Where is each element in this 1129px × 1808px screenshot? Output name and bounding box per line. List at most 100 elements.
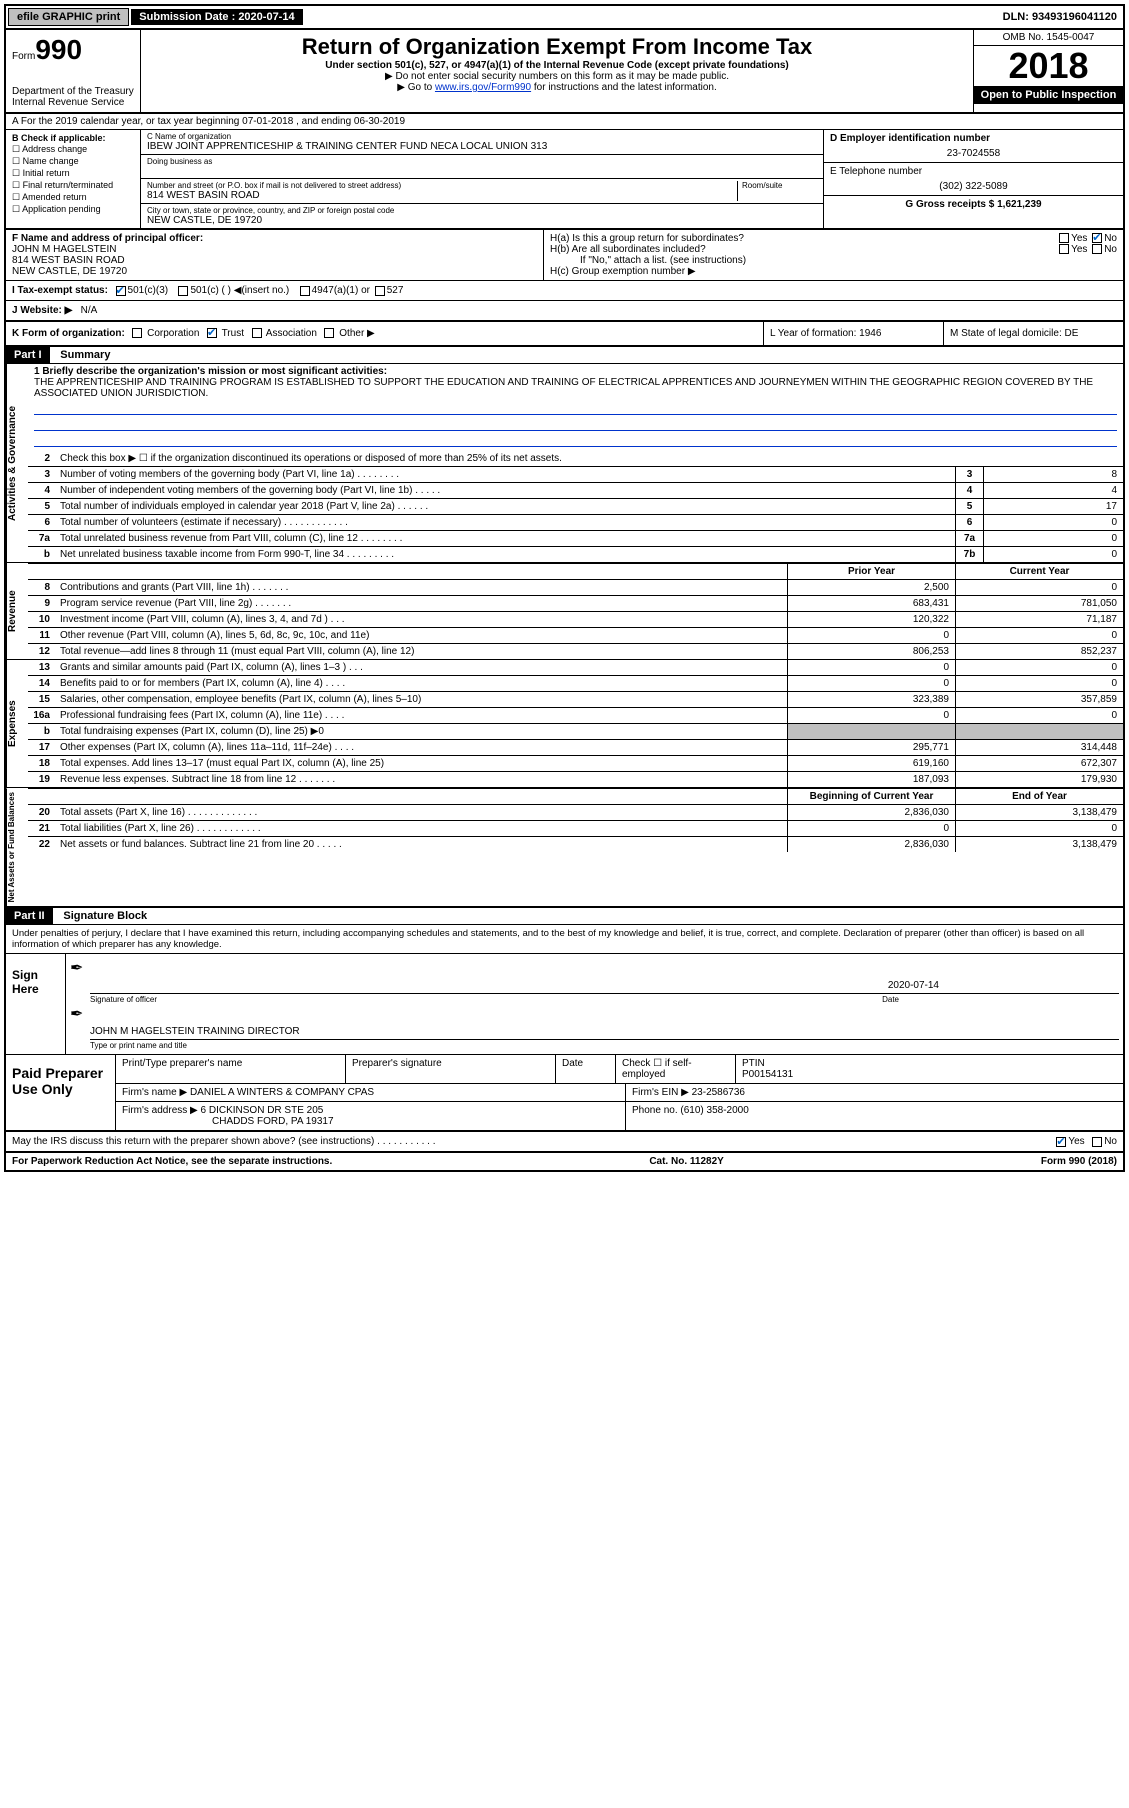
line-21: 21Total liabilities (Part X, line 26) . … — [28, 821, 1123, 837]
summary-expenses: Expenses 13Grants and similar amounts pa… — [6, 659, 1123, 787]
line-10: 10Investment income (Part VIII, column (… — [28, 612, 1123, 628]
chk-501c3[interactable] — [116, 286, 126, 296]
firm-addr1: 6 DICKINSON DR STE 205 — [201, 1105, 324, 1116]
header-mid: Return of Organization Exempt From Incom… — [141, 30, 973, 112]
form-note2: ▶ Go to www.irs.gov/Form990 for instruct… — [151, 82, 963, 93]
tax-year: 2018 — [974, 46, 1123, 86]
firm-addr2: CHADDS FORD, PA 19317 — [212, 1116, 334, 1127]
sig-line-2: JOHN M HAGELSTEIN TRAINING DIRECTOR — [90, 1026, 1119, 1040]
chk-4947[interactable] — [300, 286, 310, 296]
line-8: 8Contributions and grants (Part VIII, li… — [28, 580, 1123, 596]
part1-label: Part I — [6, 347, 50, 363]
firm-ein: 23-2586736 — [692, 1087, 745, 1098]
underline — [34, 433, 1117, 447]
tax-year-line: A For the 2019 calendar year, or tax yea… — [6, 114, 1123, 130]
sign-here-row: Sign Here ✒ 2020-07-14 Signature of offi… — [6, 954, 1123, 1055]
chk-trust[interactable] — [207, 328, 217, 338]
chk-address-change[interactable]: ☐ Address change — [12, 144, 134, 155]
paid-preparer-label: Paid Preparer Use Only — [6, 1055, 116, 1130]
website-value: N/A — [81, 305, 98, 316]
ptin-label: PTIN — [742, 1058, 765, 1069]
firm-name: DANIEL A WINTERS & COMPANY CPAS — [190, 1087, 374, 1098]
form990-link[interactable]: www.irs.gov/Form990 — [435, 82, 531, 93]
form-subtitle: Under section 501(c), 527, or 4947(a)(1)… — [151, 60, 963, 71]
line-17: 17Other expenses (Part IX, column (A), l… — [28, 740, 1123, 756]
hdr-boy: Beginning of Current Year — [787, 789, 955, 804]
ha-yes[interactable] — [1059, 233, 1069, 243]
sig-date: 2020-07-14 — [888, 980, 939, 993]
underline — [34, 417, 1117, 431]
chk-501c[interactable] — [178, 286, 188, 296]
website-row: J Website: ▶ N/A — [6, 301, 1123, 322]
part1-header: Part I Summary — [6, 347, 1123, 364]
part2-title: Signature Block — [55, 908, 155, 924]
line-22: 22Net assets or fund balances. Subtract … — [28, 837, 1123, 852]
cat-no: Cat. No. 11282Y — [649, 1156, 723, 1167]
chk-assoc[interactable] — [252, 328, 262, 338]
omb-number: OMB No. 1545-0047 — [974, 30, 1123, 46]
header-right: OMB No. 1545-0047 2018 Open to Public In… — [973, 30, 1123, 112]
chk-amended-return[interactable]: ☐ Amended return — [12, 192, 134, 203]
phone-label: E Telephone number — [830, 166, 922, 177]
i-label: I Tax-exempt status: — [12, 285, 108, 296]
sig-date-label: Date — [882, 995, 899, 1004]
part2-label: Part II — [6, 908, 53, 924]
header-left: Form990 Department of the Treasury Inter… — [6, 30, 141, 112]
form-note1: ▶ Do not enter social security numbers o… — [151, 71, 963, 82]
officer-name: JOHN M HAGELSTEIN — [12, 244, 116, 255]
prep-selfemp: Check ☐ if self-employed — [616, 1055, 736, 1083]
sig-name: JOHN M HAGELSTEIN TRAINING DIRECTOR — [90, 1026, 300, 1039]
mission-q: 1 Briefly describe the organization's mi… — [34, 366, 387, 377]
dba-label: Doing business as — [147, 157, 817, 166]
prep-sig-hdr: Preparer's signature — [346, 1055, 556, 1083]
website-label: J Website: ▶ — [12, 305, 72, 316]
chk-name-change[interactable]: ☐ Name change — [12, 156, 134, 167]
hdr-eoy: End of Year — [955, 789, 1123, 804]
room-label: Room/suite — [742, 181, 817, 190]
underline — [34, 401, 1117, 415]
hc-label: H(c) Group exemption number ▶ — [550, 266, 1117, 277]
org-name: IBEW JOINT APPRENTICESHIP & TRAINING CEN… — [147, 141, 817, 152]
box-b-label: B Check if applicable: — [12, 133, 106, 143]
kform-row: K Form of organization: Corporation Trus… — [6, 322, 1123, 347]
line-11: 11Other revenue (Part VIII, column (A), … — [28, 628, 1123, 644]
hb-no[interactable] — [1092, 244, 1102, 254]
phone-value: (302) 322-5089 — [830, 181, 1117, 192]
net-col-hdr: Beginning of Current Year End of Year — [28, 788, 1123, 805]
chk-other[interactable] — [324, 328, 334, 338]
vtab-revenue: Revenue — [6, 563, 28, 659]
chk-corp[interactable] — [132, 328, 142, 338]
org-address: 814 WEST BASIN ROAD — [147, 190, 737, 201]
sign-here-label: Sign Here — [6, 954, 66, 1054]
chk-final-return[interactable]: ☐ Final return/terminated — [12, 180, 134, 191]
submission-date: Submission Date : 2020-07-14 — [131, 9, 302, 25]
mission-text: THE APPRENTICESHIP AND TRAINING PROGRAM … — [34, 377, 1093, 399]
form-ref: Form 990 (2018) — [1041, 1156, 1117, 1167]
vtab-expenses: Expenses — [6, 660, 28, 787]
box-b: B Check if applicable: ☐ Address change … — [6, 130, 141, 228]
chk-application-pending[interactable]: ☐ Application pending — [12, 204, 134, 215]
line-9: 9Program service revenue (Part VIII, lin… — [28, 596, 1123, 612]
line-19: 19Revenue less expenses. Subtract line 1… — [28, 772, 1123, 787]
ha-no[interactable] — [1092, 233, 1102, 243]
ein-label: D Employer identification number — [830, 133, 990, 144]
ein-value: 23-7024558 — [830, 148, 1117, 159]
line-13: 13Grants and similar amounts paid (Part … — [28, 660, 1123, 676]
gov-line-3: 3Number of voting members of the governi… — [28, 467, 1123, 483]
chk-initial-return[interactable]: ☐ Initial return — [12, 168, 134, 179]
firm-label: Firm's name ▶ — [122, 1087, 187, 1098]
note2-pre: ▶ Go to — [397, 82, 435, 93]
pra-notice: For Paperwork Reduction Act Notice, see … — [12, 1156, 332, 1167]
discuss-yes[interactable] — [1056, 1137, 1066, 1147]
rev-col-hdr: Prior Year Current Year — [28, 563, 1123, 580]
firm-addr-label: Firm's address ▶ — [122, 1105, 198, 1116]
chk-527[interactable] — [375, 286, 385, 296]
hb-yes[interactable] — [1059, 244, 1069, 254]
discuss-no[interactable] — [1092, 1137, 1102, 1147]
box-f: F Name and address of principal officer:… — [6, 230, 543, 280]
efile-print-button[interactable]: efile GRAPHIC print — [8, 8, 129, 26]
row-fh: F Name and address of principal officer:… — [6, 229, 1123, 281]
line-b: bTotal fundraising expenses (Part IX, co… — [28, 724, 1123, 740]
gov-line-4: 4Number of independent voting members of… — [28, 483, 1123, 499]
gross-receipts: G Gross receipts $ 1,621,239 — [905, 199, 1041, 210]
